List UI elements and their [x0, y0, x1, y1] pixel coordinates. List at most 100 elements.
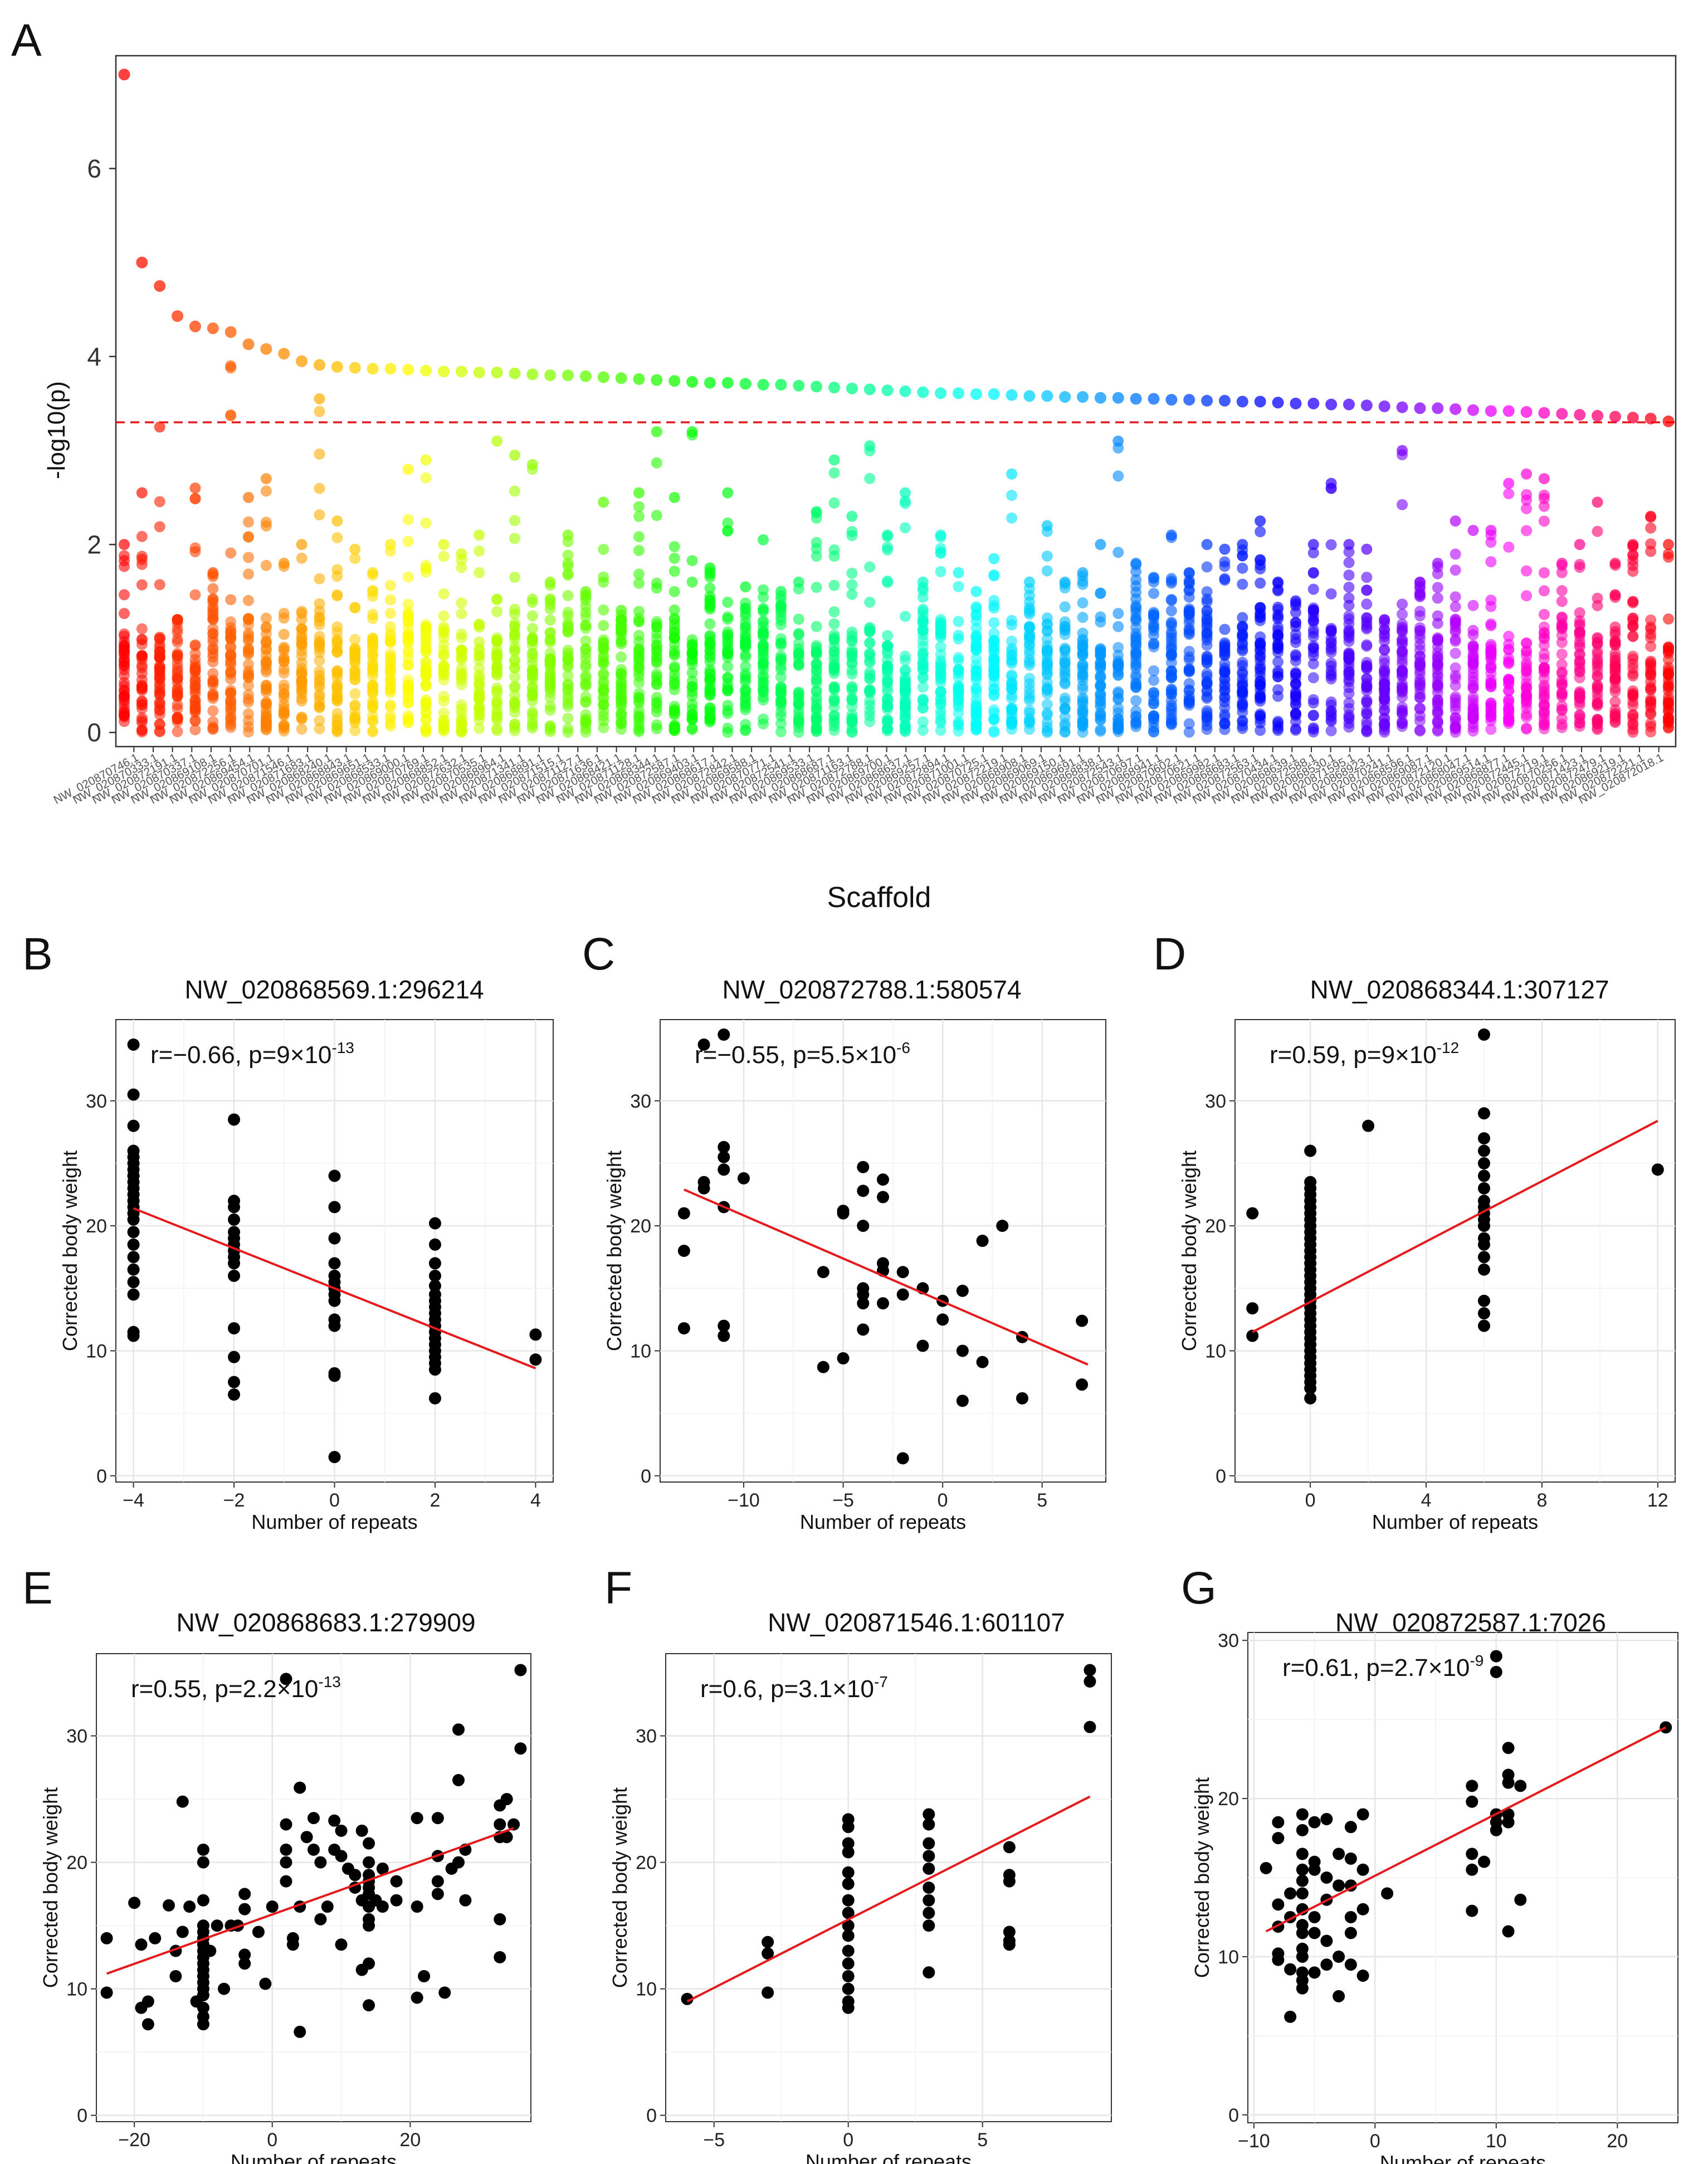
scaffold-point — [899, 655, 911, 666]
correlation-text: r=0.61, p=2.7×10 — [1282, 1654, 1470, 1682]
scaffold-point — [722, 642, 734, 654]
scaffold-point — [1130, 658, 1142, 670]
scaffold-point — [1521, 637, 1533, 649]
scaffold-point — [402, 609, 414, 621]
scaffold-point — [172, 627, 183, 639]
scaffold-point — [953, 567, 964, 578]
scaffold-point — [668, 566, 680, 577]
scaffold-point — [207, 679, 219, 691]
data-point — [1084, 1675, 1096, 1688]
y-axis-label: Corrected body weight — [39, 1787, 62, 1988]
scaffold-point — [189, 493, 201, 505]
scaffold-point — [526, 706, 538, 718]
scaffold-point — [1112, 547, 1124, 558]
scaffold-point — [953, 616, 964, 627]
scaffold-point — [1148, 638, 1159, 650]
data-point — [1246, 1207, 1259, 1220]
scaffold-point — [491, 594, 503, 606]
data-point — [1333, 1848, 1345, 1860]
scaffold-point — [456, 597, 467, 609]
scaffold-point — [686, 646, 698, 658]
scaffold-point — [598, 669, 609, 681]
y-tick-label: 0 — [641, 1466, 651, 1487]
scaffold-point — [1006, 723, 1018, 735]
y-axis-label: Corrected body weight — [58, 1151, 81, 1351]
data-point — [1308, 1863, 1321, 1876]
scaffold-point — [668, 723, 680, 734]
scaffold-point — [935, 677, 946, 689]
scaffold-point — [1237, 637, 1248, 649]
scaffold-point — [225, 616, 237, 628]
scaffold-top-point — [935, 387, 947, 399]
scaffold-point — [828, 467, 840, 479]
scaffold-point — [1095, 588, 1106, 600]
scaffold-point — [1219, 665, 1231, 677]
data-point — [529, 1328, 542, 1341]
scaffold-point — [1077, 612, 1089, 623]
scaffold-point — [917, 576, 929, 588]
scaffold-point — [1165, 616, 1177, 628]
scaffold-top-point — [1307, 397, 1320, 410]
scaffold-point — [1645, 661, 1657, 672]
scaffold-point — [828, 650, 840, 662]
scaffold-point — [331, 719, 343, 731]
scaffold-top-point — [899, 385, 911, 397]
scaffold-point — [296, 552, 308, 564]
scaffold-top-point — [189, 320, 201, 333]
data-point — [718, 1028, 730, 1041]
scaffold-point — [402, 653, 414, 665]
scaffold-point — [189, 675, 201, 687]
scaffold-point — [243, 531, 255, 543]
scaffold-point — [136, 650, 148, 661]
scaffold-point — [278, 721, 290, 733]
scaffold-point — [1165, 575, 1177, 587]
scaffold-point — [882, 694, 894, 705]
scaffold-top-point — [828, 382, 840, 394]
data-point — [328, 1294, 341, 1307]
scaffold-point — [260, 708, 272, 719]
scaffold-point — [1467, 658, 1479, 670]
scaffold-point — [509, 485, 520, 497]
data-point — [328, 1201, 341, 1213]
data-point — [1296, 1808, 1309, 1821]
y-tick-label: 30 — [66, 1726, 87, 1747]
scaffold-point — [509, 645, 520, 657]
scaffold-point — [1343, 569, 1355, 581]
scaffold-top-point — [704, 377, 716, 389]
scaffold-point — [1645, 681, 1657, 693]
regression-line — [1265, 1726, 1667, 1933]
scaffold-point — [1006, 649, 1018, 661]
scaffold-point — [1219, 623, 1231, 635]
scaffold-point — [598, 571, 609, 583]
scaffold-point — [1148, 588, 1159, 600]
scaffold-point — [704, 582, 716, 594]
scaffold-point — [1201, 720, 1213, 732]
scaffold-point — [1006, 682, 1018, 694]
scaffold-point — [1485, 697, 1497, 709]
scaffold-point — [811, 669, 822, 680]
data-point — [677, 1322, 690, 1335]
scaffold-point — [1077, 640, 1089, 651]
scaffold-point — [846, 668, 858, 680]
data-point — [163, 1899, 175, 1912]
p-value-exponent: -13 — [318, 1673, 340, 1690]
scaffold-point — [580, 586, 592, 597]
data-point — [1320, 1958, 1333, 1971]
scaffold-point — [296, 723, 308, 735]
data-point — [238, 1957, 251, 1970]
scaffold-point — [172, 726, 183, 738]
scaffold-point — [793, 628, 804, 640]
scaffold-point — [580, 717, 592, 728]
scaffold-point — [793, 689, 804, 700]
scaffold-point — [1432, 724, 1443, 736]
scaffold-point — [1627, 597, 1639, 609]
scaffold-point — [1272, 656, 1284, 668]
scaffold-point — [1450, 704, 1461, 715]
scaffold-point — [1361, 726, 1373, 738]
data-point — [328, 1814, 341, 1827]
scaffold-point — [1201, 586, 1213, 598]
scaffold-point — [278, 667, 290, 679]
scaffold-point — [562, 558, 574, 569]
scaffold-point — [1290, 698, 1301, 710]
scaffold-point — [882, 682, 894, 694]
